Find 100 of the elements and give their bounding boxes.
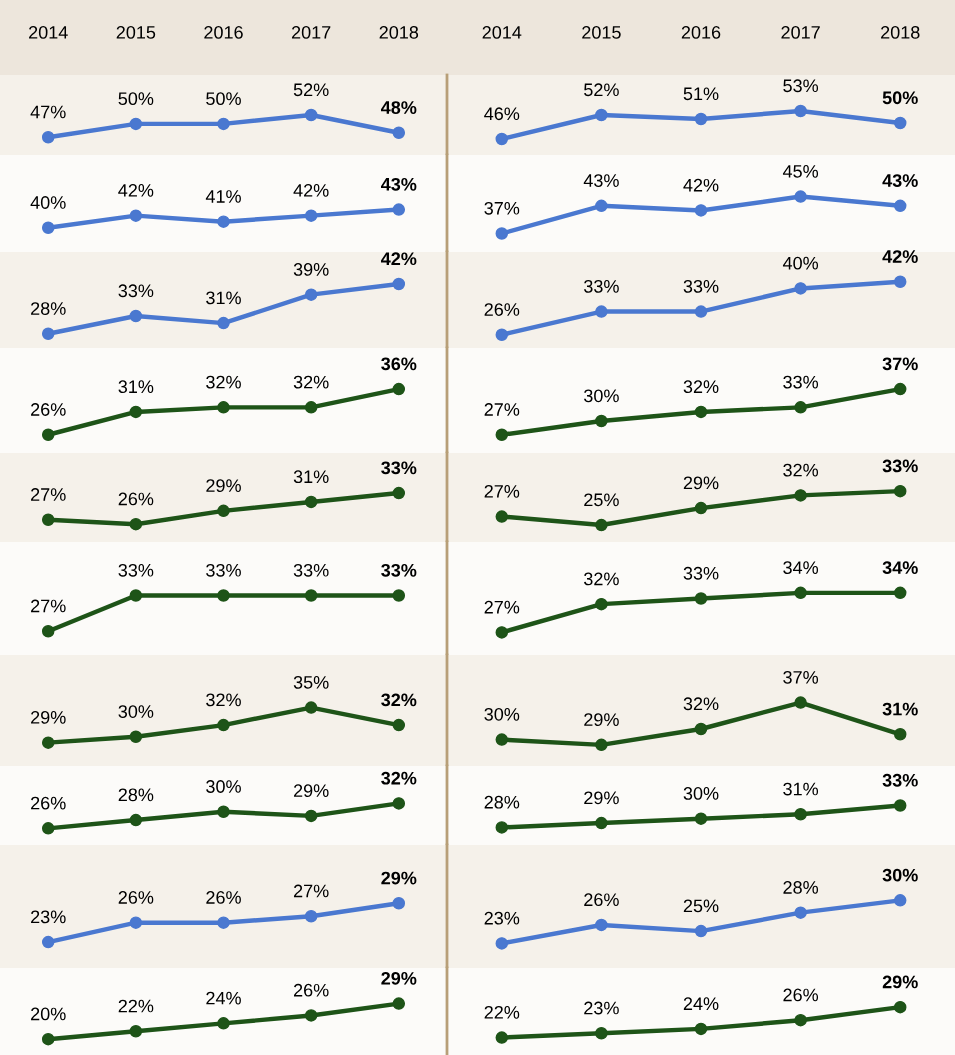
point [41, 130, 55, 144]
data-label: 33% [783, 375, 819, 389]
data-label: 30% [118, 705, 154, 718]
point [495, 1031, 509, 1044]
point [304, 1009, 318, 1022]
point [794, 190, 807, 203]
data-label: 28% [118, 788, 154, 802]
data-label: 52% [584, 83, 619, 97]
data-label: 50% [118, 92, 154, 106]
point [495, 821, 509, 834]
x-tick-label: 2015 [582, 26, 621, 39]
point [217, 1017, 230, 1030]
x-tick-label: 2017 [781, 26, 820, 39]
data-label: 26% [206, 891, 241, 904]
data-label: 32% [783, 463, 819, 477]
point [694, 1022, 708, 1036]
data-label: 31% [882, 702, 918, 716]
point [794, 696, 807, 709]
point [129, 813, 143, 827]
point [41, 327, 55, 341]
data-label: 33% [118, 563, 154, 577]
data-label: 23% [584, 1001, 619, 1015]
data-label: 28% [484, 795, 520, 809]
point [794, 401, 807, 414]
point [893, 199, 907, 213]
data-label: 23% [484, 911, 520, 925]
data-label: 33% [584, 279, 619, 293]
data-label: 24% [683, 997, 719, 1010]
data-label: 48% [381, 101, 417, 114]
point [794, 282, 807, 295]
point [495, 937, 509, 950]
point [41, 822, 55, 835]
data-label: 30% [206, 780, 241, 793]
data-label: 33% [683, 566, 719, 580]
data-label: 28% [31, 302, 66, 315]
point [217, 316, 230, 330]
data-label: 27% [484, 403, 520, 416]
data-label: 22% [118, 999, 154, 1013]
point [304, 701, 318, 714]
point [595, 738, 608, 752]
data-label: 41% [205, 190, 241, 203]
point [392, 797, 406, 810]
point [392, 997, 406, 1010]
point [595, 414, 608, 428]
data-label: 32% [381, 771, 417, 785]
point [304, 809, 318, 823]
data-label: 24% [206, 991, 241, 1005]
data-label: 50% [206, 92, 241, 106]
data-label: 46% [484, 107, 520, 121]
point [129, 916, 143, 929]
data-label: 35% [293, 675, 329, 689]
point [595, 918, 608, 932]
point [304, 909, 318, 923]
point [694, 722, 708, 736]
data-label: 45% [782, 165, 819, 178]
data-label: 42% [293, 183, 329, 197]
data-label: 30% [484, 707, 520, 721]
point [495, 227, 509, 240]
point [304, 401, 318, 414]
data-label: 31% [118, 380, 154, 394]
point [794, 586, 807, 600]
point [893, 728, 907, 741]
data-label: 33% [118, 284, 154, 298]
data-label: 20% [31, 1007, 66, 1021]
point [694, 112, 708, 126]
point [893, 275, 907, 289]
data-label: 28% [783, 881, 819, 894]
data-label: 40% [30, 196, 66, 209]
data-label: 33% [882, 773, 918, 787]
point [304, 209, 318, 222]
data-label: 51% [683, 87, 719, 101]
data-label: 33% [381, 563, 417, 577]
point [304, 288, 318, 301]
point [694, 924, 708, 938]
point [595, 1026, 608, 1040]
data-label: 27% [293, 884, 329, 898]
data-label: 32% [293, 375, 329, 389]
data-label: 27% [31, 488, 66, 501]
point [304, 108, 318, 122]
data-label: 30% [584, 389, 619, 403]
point [392, 277, 406, 291]
point [392, 126, 406, 140]
data-label: 25% [584, 493, 619, 507]
data-label: 33% [206, 563, 241, 577]
x-tick-label: 2016 [204, 26, 243, 39]
point [893, 799, 907, 812]
point [392, 718, 406, 732]
data-label: 39% [293, 263, 329, 276]
data-label: 29% [584, 713, 619, 727]
data-label: 32% [683, 380, 719, 394]
data-label: 31% [293, 470, 329, 484]
point [41, 1032, 55, 1046]
data-label: 34% [783, 561, 819, 574]
point [392, 897, 406, 910]
data-label: 33% [293, 563, 329, 577]
data-label: 40% [782, 256, 819, 270]
data-label: 42% [882, 250, 918, 263]
data-label: 29% [206, 479, 241, 492]
point [595, 305, 608, 318]
data-label: 52% [293, 83, 329, 97]
